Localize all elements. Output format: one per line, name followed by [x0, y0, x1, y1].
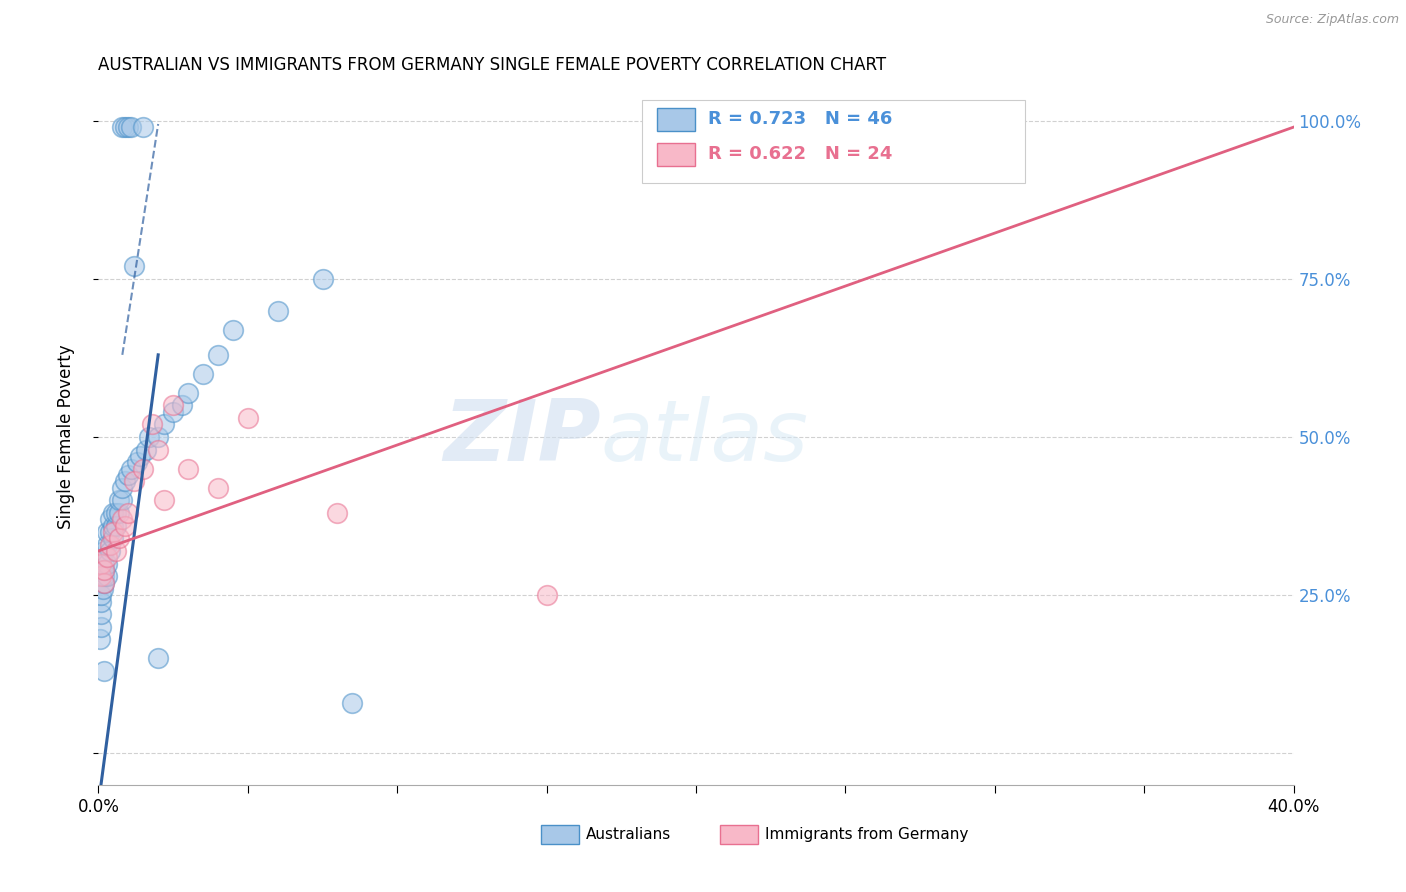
Point [222, 322, 245, 336]
Point [191, 367, 214, 381]
Point [91, 582, 114, 596]
Point [138, 430, 160, 444]
Point [939, 120, 962, 135]
Point [124, 260, 146, 274]
Point [111, 512, 134, 526]
Point [105, 544, 128, 558]
Point [96, 557, 118, 571]
Point [96, 550, 118, 565]
Point [267, 303, 290, 318]
Point [90, 594, 112, 608]
Point [114, 120, 136, 135]
Point [148, 651, 170, 665]
Text: ZIP: ZIP [443, 395, 600, 479]
Point [177, 385, 200, 400]
Point [120, 120, 142, 135]
Point [162, 399, 184, 413]
Point [93, 544, 115, 558]
Point [100, 544, 122, 558]
Point [105, 506, 128, 520]
Point [124, 475, 146, 489]
Point [90, 557, 112, 571]
Point [93, 563, 115, 577]
Point [141, 417, 163, 432]
Point [153, 493, 176, 508]
FancyBboxPatch shape [657, 143, 695, 166]
FancyBboxPatch shape [720, 824, 758, 844]
Point [93, 664, 115, 678]
Point [177, 461, 200, 475]
FancyBboxPatch shape [540, 824, 579, 844]
Point [129, 449, 152, 463]
Point [148, 442, 170, 457]
Text: Immigrants from Germany: Immigrants from Germany [765, 827, 969, 842]
Point [90, 569, 112, 583]
Point [111, 120, 134, 135]
Text: Australians: Australians [586, 827, 671, 842]
Point [111, 493, 134, 508]
Text: R = 0.723   N = 46: R = 0.723 N = 46 [709, 110, 893, 128]
Point [117, 468, 139, 483]
Point [93, 575, 115, 590]
Point [90, 620, 112, 634]
Point [207, 481, 229, 495]
Point [93, 575, 115, 590]
Point [127, 455, 149, 469]
Text: atlas: atlas [600, 395, 808, 479]
Point [108, 493, 131, 508]
Point [326, 506, 349, 520]
Text: R = 0.622   N = 24: R = 0.622 N = 24 [709, 145, 893, 163]
Point [93, 563, 115, 577]
Point [100, 524, 122, 539]
Text: Source: ZipAtlas.com: Source: ZipAtlas.com [1265, 13, 1399, 27]
Point [100, 512, 122, 526]
Point [135, 442, 157, 457]
Point [536, 588, 558, 602]
FancyBboxPatch shape [643, 100, 1025, 183]
Y-axis label: Single Female Poverty: Single Female Poverty [56, 345, 75, 529]
Point [100, 538, 122, 552]
Text: AUSTRALIAN VS IMMIGRANTS FROM GERMANY SINGLE FEMALE POVERTY CORRELATION CHART: AUSTRALIAN VS IMMIGRANTS FROM GERMANY SI… [98, 56, 887, 74]
Point [207, 348, 229, 362]
Point [108, 506, 131, 520]
Point [117, 506, 139, 520]
Point [132, 461, 155, 475]
Point [89, 632, 111, 647]
Point [96, 524, 118, 539]
Point [120, 461, 142, 475]
Point [114, 475, 136, 489]
Point [132, 120, 155, 135]
Point [96, 538, 118, 552]
Point [90, 607, 112, 622]
Point [103, 524, 125, 539]
Point [148, 430, 170, 444]
Point [108, 531, 131, 545]
Point [96, 569, 118, 583]
Point [93, 557, 115, 571]
Point [111, 481, 134, 495]
FancyBboxPatch shape [657, 108, 695, 131]
Point [93, 569, 115, 583]
Point [172, 399, 194, 413]
Point [342, 696, 364, 710]
Point [236, 411, 259, 425]
Point [105, 518, 128, 533]
Point [103, 518, 125, 533]
Point [153, 417, 176, 432]
Point [90, 588, 112, 602]
Point [103, 531, 125, 545]
Point [103, 506, 125, 520]
Point [162, 405, 184, 419]
Point [311, 272, 333, 286]
Point [114, 518, 136, 533]
Point [117, 120, 139, 135]
